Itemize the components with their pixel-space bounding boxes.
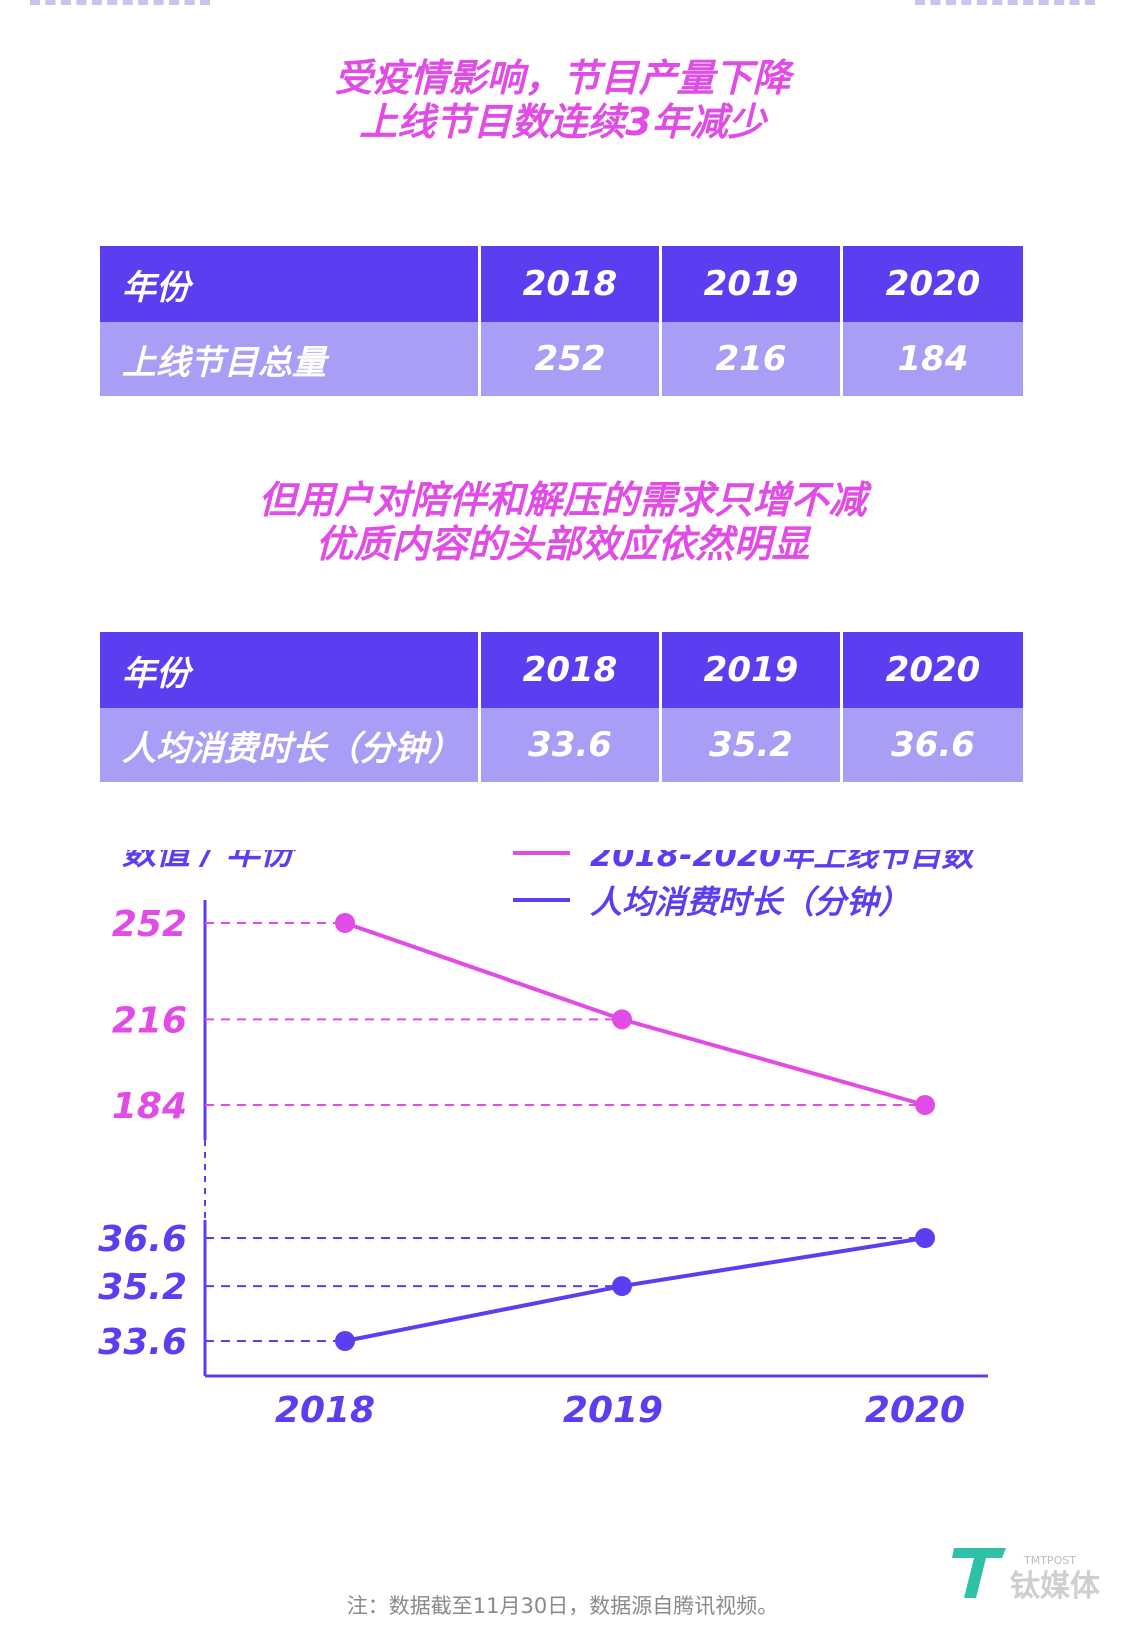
table-header-label: 年份 [100, 632, 478, 708]
headline-production: 受疫情影响，节目产量下降 上线节目数连续3年减少 [0, 56, 1125, 144]
headline-line: 优质内容的头部效应依然明显 [315, 522, 810, 566]
table-header-year: 2018 [478, 246, 659, 322]
data-point [335, 1331, 355, 1351]
y-tick-label: 35.2 [98, 1267, 187, 1308]
headline-demand: 但用户对陪伴和解压的需求只增不减 优质内容的头部效应依然明显 [0, 478, 1125, 566]
series-line [344, 921, 926, 1107]
data-point [335, 913, 355, 933]
logo-small-text: TMTPOST [1023, 1554, 1076, 1567]
y-tick-label: 36.6 [98, 1219, 187, 1260]
table-header-year: 2020 [840, 632, 1023, 708]
legend-label: 人均消费时长（分钟） [590, 883, 910, 921]
tmtpost-logo: TMTPOST 钛媒体 [952, 1548, 1101, 1604]
table-row-label: 上线节目总量 [100, 322, 478, 396]
table-cell-value: 184 [840, 322, 1023, 396]
x-tick-label: 2018 [275, 1390, 375, 1431]
data-point [915, 1095, 935, 1115]
headline-line: 但用户对陪伴和解压的需求只增不减 [258, 478, 867, 522]
y-tick-label: 184 [112, 1086, 187, 1127]
data-point [612, 1009, 632, 1030]
top-right-decoration [915, 0, 1095, 15]
table-header-year: 2020 [840, 246, 1023, 322]
table-cell-value: 216 [659, 322, 840, 396]
y-axis-label: 数值 / 年份 [122, 850, 298, 873]
table-header-year: 2019 [659, 632, 840, 708]
table-cell-value: 35.2 [659, 708, 840, 782]
data-point [612, 1276, 632, 1297]
x-tick-label: 2020 [865, 1390, 965, 1431]
headline-line: 受疫情影响，节目产量下降 [334, 56, 791, 100]
table-cell-value: 252 [478, 322, 659, 396]
consumption-table: 年份 2018 2019 2020 人均消费时长（分钟） 33.6 35.2 3… [100, 632, 1023, 782]
table-row-label: 人均消费时长（分钟） [100, 708, 478, 782]
data-point [915, 1228, 935, 1248]
y-tick-label: 252 [112, 904, 187, 945]
headline-line: 上线节目数连续3年减少 [359, 100, 766, 144]
logo-main-text: 钛媒体 [1010, 1569, 1101, 1604]
x-tick-label: 2019 [563, 1390, 663, 1431]
series-line [344, 1236, 926, 1343]
table-cell-value: 33.6 [478, 708, 659, 782]
y-tick-label: 33.6 [98, 1322, 187, 1363]
table-header-year: 2018 [478, 632, 659, 708]
legend-label: 2018-2020年上线节目数 [590, 850, 978, 874]
programs-table: 年份 2018 2019 2020 上线节目总量 252 216 184 [100, 246, 1023, 396]
y-tick-label: 216 [112, 1000, 187, 1041]
logo-t-mark [952, 1548, 1006, 1598]
footnote: 注：数据截至11月30日，数据源自腾讯视频。 [346, 1594, 779, 1618]
table-header-label: 年份 [100, 246, 478, 322]
table-cell-value: 36.6 [840, 708, 1023, 782]
table-header-year: 2019 [659, 246, 840, 322]
top-left-decoration [30, 0, 210, 15]
